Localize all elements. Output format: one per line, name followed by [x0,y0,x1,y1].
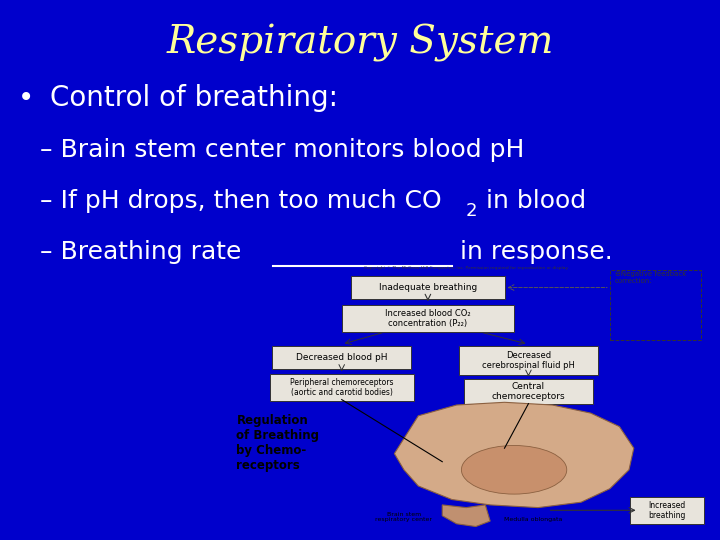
Bar [459,346,598,375]
Bar [610,270,701,340]
Text: in blood: in blood [478,189,586,213]
Bar [270,374,413,401]
Polygon shape [442,505,490,526]
Text: 2: 2 [466,202,477,220]
Polygon shape [395,402,634,508]
Text: Medulla oblongata: Medulla oblongata [504,517,562,523]
Text: Brain stem
respiratory center: Brain stem respiratory center [375,512,433,523]
Text: in response.: in response. [452,240,613,264]
Bar [630,497,704,524]
Bar [351,276,505,299]
Text: Decreased blood pH: Decreased blood pH [296,353,387,362]
Text: Increased blood CO₂
concentration (P₂₂): Increased blood CO₂ concentration (P₂₂) [385,309,471,328]
Bar [272,346,411,369]
Bar [342,305,514,332]
Text: Central
chemoreceptors: Central chemoreceptors [492,382,565,401]
Text: Control of breathing:: Control of breathing: [50,84,338,112]
Text: ⊖Negative feedback
correction:: ⊖Negative feedback correction: [615,271,686,285]
Ellipse shape [462,446,567,494]
Text: Inadequate breathing: Inadequate breathing [379,283,477,292]
Text: – If pH drops, then too much CO: – If pH drops, then too much CO [40,189,441,213]
Text: Regulation
of Breathing
by Chemo-
receptors: Regulation of Breathing by Chemo- recept… [236,415,320,472]
Text: Respiratory System: Respiratory System [166,24,554,62]
Text: – Breathing rate: – Breathing rate [40,240,249,264]
Text: Decreased
cerebrospinal fluid pH: Decreased cerebrospinal fluid pH [482,351,575,370]
Text: Peripheral chemoreceptors
(aortic and carotid bodies): Peripheral chemoreceptors (aortic and ca… [290,378,393,397]
Text: – Brain stem center monitors blood pH: – Brain stem center monitors blood pH [40,138,524,161]
Text: Increased
breathing: Increased breathing [649,501,686,520]
Text: Copyright © The McGraw-Hill Companies, Inc. Permission required for reproduction: Copyright © The McGraw-Hill Companies, I… [364,266,569,270]
Text: •: • [18,84,35,112]
Bar [464,379,593,404]
